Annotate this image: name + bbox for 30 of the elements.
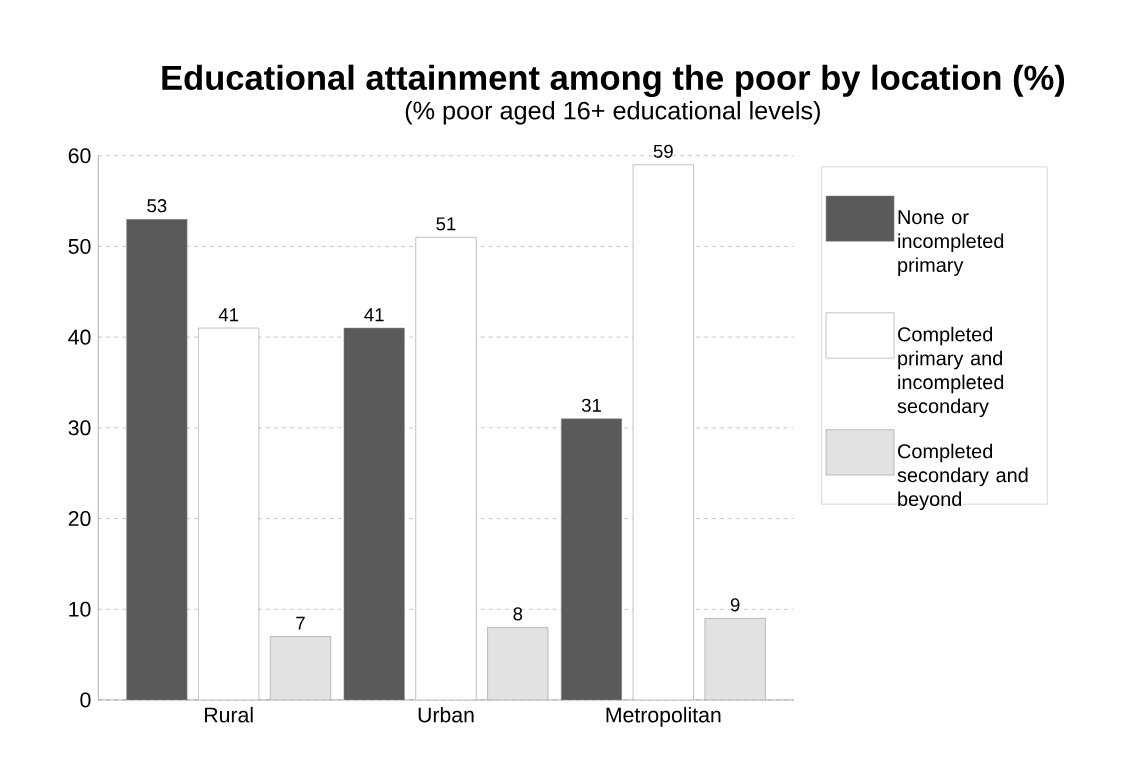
bar bbox=[487, 627, 549, 700]
y-tick-label: 60 bbox=[68, 148, 91, 164]
x-tick-label: Rural bbox=[205, 706, 253, 723]
bar bbox=[198, 327, 260, 700]
data-label: 31 bbox=[581, 398, 601, 412]
data-label: 41 bbox=[218, 308, 239, 322]
x-tick-label: Metropolitan bbox=[606, 706, 721, 727]
data-label: 9 bbox=[730, 598, 740, 612]
legend-label: Completed secondary and beyond bbox=[897, 443, 1028, 511]
data-label: 41 bbox=[364, 308, 384, 322]
y-tick-label: 30 bbox=[68, 420, 91, 436]
data-label: 53 bbox=[147, 199, 167, 213]
y-tick-label: 40 bbox=[68, 329, 91, 345]
data-label: 7 bbox=[296, 616, 305, 630]
bar bbox=[704, 618, 766, 700]
data-label: 59 bbox=[653, 144, 673, 158]
y-tick-label: 50 bbox=[68, 238, 91, 254]
chart-subtitle: (% poor aged 16+ educational levels) bbox=[405, 100, 820, 125]
y-tick-label: 0 bbox=[80, 692, 91, 708]
legend-label: None or incompleted primary bbox=[898, 210, 1004, 276]
bar bbox=[632, 164, 694, 700]
bar bbox=[415, 237, 477, 700]
chart-title: Educational attainment among the poor by location (%) bbox=[162, 64, 1065, 97]
bar bbox=[269, 636, 331, 700]
data-label: 8 bbox=[513, 607, 523, 621]
y-tick-label: 20 bbox=[68, 510, 91, 527]
y-tick-label: 10 bbox=[69, 601, 91, 617]
legend-label: Completed primary and incompleted secondary bbox=[897, 326, 1004, 418]
x-tick-label: Urban bbox=[418, 706, 474, 723]
data-label: 51 bbox=[436, 217, 456, 231]
